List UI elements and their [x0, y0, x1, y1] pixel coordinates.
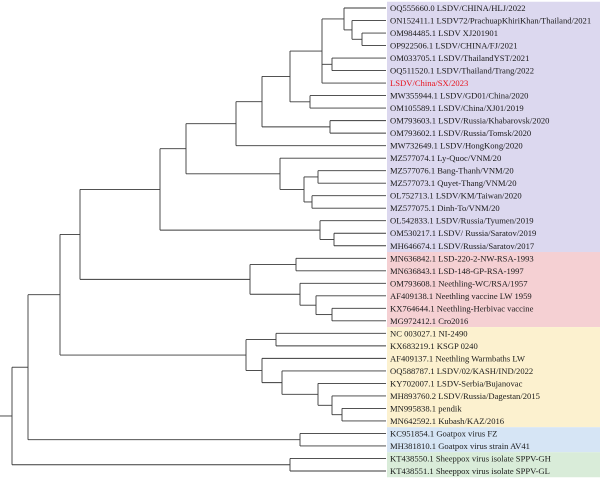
leaf-label: KX683219.1 KSGP 0240 [390, 341, 478, 351]
leaf-label: MN636843.1 LSD-148-GP-RSA-1997 [390, 266, 524, 276]
leaf-label: OP922506.1 LSDV/CHINA/FJ/2021 [390, 41, 518, 51]
leaf-label: MH646674.1 LSDV/Russia/Saratov/2017 [390, 241, 535, 251]
leaf-label: OM033705.1 LSDV/ThailandYST/2021 [390, 53, 529, 63]
clade-bands [387, 1, 600, 478]
leaf-labels: OQ555660.0 LSDV/CHINA/HLJ/2022 ON152411.1… [390, 3, 591, 476]
leaf-label: OL542833.1 LSDV/Russia/Tyumen/2019 [390, 216, 534, 226]
leaf-label: OL752713.1 LSDV/KM/Taiwan/2020 [390, 191, 522, 201]
leaf-label-highlighted: LSDV/China/SX/2023 [390, 78, 468, 88]
clade-band-purple [387, 1, 600, 253]
leaf-label: ON152411.1 LSDV72/PrachuapKhiriKhan/Thai… [390, 16, 591, 26]
leaf-label: MW355944.1 LSDV/GD01/China/2020 [390, 91, 528, 101]
leaf-label: OM793608.1 Neethling-WC/RSA/1957 [390, 278, 528, 288]
leaf-label: MH893760.2 LSDV/Russia/Dagestan/2015 [390, 391, 540, 401]
clade-band-green [387, 452, 600, 478]
clade-band-blue [387, 427, 600, 453]
leaf-label: MN642592.1 Kubash/KAZ/2016 [390, 416, 505, 426]
leaf-label: MN636842.1 LSD-220-2-NW-RSA-1993 [390, 253, 534, 263]
leaf-label: MZ577073.1 Quyet-Thang/VNM/20 [390, 178, 517, 188]
clade-band-red [387, 252, 600, 328]
leaf-label: KT438551.1 Sheeppox virus isolate SPPV-G… [390, 466, 550, 476]
leaf-label: OQ555660.0 LSDV/CHINA/HLJ/2022 [390, 3, 526, 13]
leaf-label: OM984485.1 LSDV XJ201901 [390, 28, 498, 38]
leaf-label: MG972412.1 Cro2016 [390, 316, 469, 326]
leaf-label: OQ588787.1 LSDV/02/KASH/IND/2022 [390, 366, 533, 376]
leaf-label: OM105589.1 LSDV/China/XJ01/2019 [390, 103, 524, 113]
leaf-label: OM793602.1 LSDV/Russia/Tomsk/2020 [390, 128, 531, 138]
leaf-label: KX764644.1 Neethling-Herbivac vaccine [390, 303, 534, 313]
leaf-label: MZ577076.1 Bang-Thanh/VNM/20 [390, 166, 514, 176]
leaf-label: KY702007.1 LSDV-Serbia/Bujanovac [390, 378, 523, 388]
leaf-label: AF409137.1 Neethling Warmbaths LW [390, 353, 526, 363]
leaf-label: MW732649.1 LSDV/HongKong/2020 [390, 141, 523, 151]
leaf-label: MZ577075.1 Dinh-To/VNM/20 [390, 203, 500, 213]
leaf-label: OM530217.1 LSDV/ Russia/Saratov/2019 [390, 228, 536, 238]
leaf-label: MH381810.1 Goatpox virus strain AV41 [390, 441, 530, 451]
leaf-label: MN995838.1 pendik [390, 403, 462, 413]
leaf-label: KC951854.1 Goatpox virus FZ [390, 428, 497, 438]
tree-branches [0, 7, 386, 472]
leaf-label: AF409138.1 Neethling vaccine LW 1959 [390, 291, 532, 301]
leaf-label: KT438550.1 Sheeppox virus isolate SPPV-G… [390, 453, 551, 463]
leaf-label: OQ511520.1 LSDV/Thailand/Trang/2022 [390, 66, 534, 76]
leaf-label: OM793603.1 LSDV/Russia/Khabarovsk/2020 [390, 116, 549, 126]
leaf-label: NC 003027.1 NI-2490 [390, 328, 468, 338]
clade-band-yellow [387, 327, 600, 428]
leaf-label: MZ577074.1 Ly-Quoc/VNM/20 [390, 153, 501, 163]
